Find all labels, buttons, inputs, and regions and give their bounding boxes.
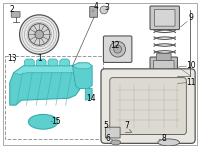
Circle shape [110, 41, 126, 57]
FancyBboxPatch shape [101, 69, 195, 143]
FancyBboxPatch shape [150, 57, 177, 77]
Text: 3: 3 [104, 4, 109, 12]
Text: 9: 9 [189, 13, 194, 22]
Text: 7: 7 [124, 121, 129, 130]
FancyBboxPatch shape [90, 6, 98, 17]
FancyBboxPatch shape [150, 6, 179, 30]
FancyBboxPatch shape [156, 54, 171, 60]
Polygon shape [60, 59, 70, 66]
FancyBboxPatch shape [11, 11, 20, 17]
Ellipse shape [158, 92, 176, 100]
Polygon shape [24, 59, 34, 66]
Circle shape [35, 30, 44, 39]
Text: 2: 2 [9, 5, 14, 14]
Ellipse shape [111, 140, 121, 145]
FancyBboxPatch shape [153, 60, 174, 73]
FancyBboxPatch shape [105, 127, 120, 138]
Polygon shape [36, 59, 46, 66]
Text: 13: 13 [7, 54, 17, 62]
Circle shape [100, 6, 108, 14]
Polygon shape [73, 63, 92, 88]
Text: 10: 10 [186, 61, 196, 70]
Text: 6: 6 [105, 134, 110, 143]
Text: 12: 12 [110, 41, 119, 50]
Ellipse shape [28, 114, 58, 129]
Circle shape [160, 77, 174, 90]
Polygon shape [14, 66, 78, 75]
Text: 1: 1 [37, 54, 42, 62]
Text: 14: 14 [86, 94, 96, 103]
Polygon shape [10, 66, 80, 105]
FancyBboxPatch shape [154, 9, 175, 26]
Text: 4: 4 [94, 1, 99, 11]
Circle shape [28, 24, 50, 45]
FancyBboxPatch shape [103, 36, 132, 62]
Circle shape [114, 45, 122, 53]
Polygon shape [73, 63, 92, 69]
Text: 15: 15 [51, 117, 61, 126]
Text: 11: 11 [186, 78, 196, 87]
Circle shape [20, 15, 59, 54]
Text: 5: 5 [103, 121, 108, 130]
Ellipse shape [158, 139, 179, 146]
Polygon shape [48, 59, 58, 66]
Text: 8: 8 [161, 134, 166, 143]
FancyBboxPatch shape [110, 78, 186, 135]
Circle shape [163, 80, 170, 87]
Polygon shape [85, 88, 92, 100]
